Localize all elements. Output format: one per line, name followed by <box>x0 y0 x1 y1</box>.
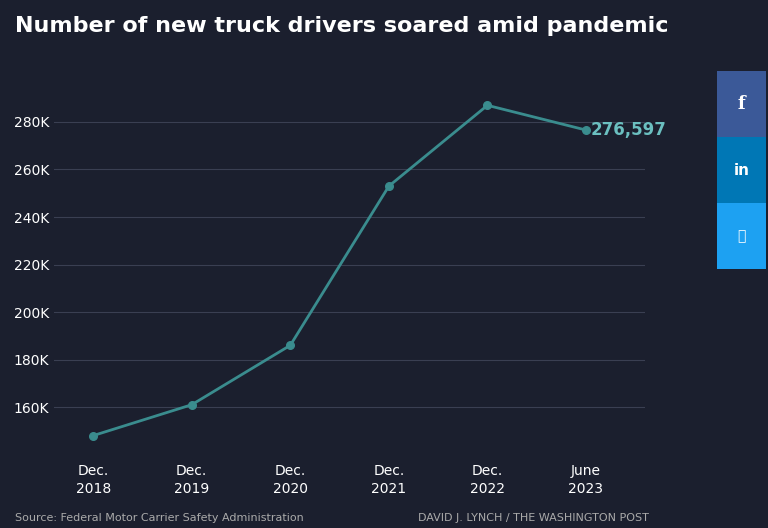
Text: f: f <box>737 95 746 114</box>
Text: DAVID J. LYNCH / THE WASHINGTON POST: DAVID J. LYNCH / THE WASHINGTON POST <box>418 513 649 523</box>
Text: 🐦: 🐦 <box>737 229 746 243</box>
Point <box>186 401 198 409</box>
Point <box>382 182 395 191</box>
Point <box>580 126 592 134</box>
Point <box>87 431 99 440</box>
Point <box>482 101 494 110</box>
Text: in: in <box>733 163 750 178</box>
Text: Number of new truck drivers soared amid pandemic: Number of new truck drivers soared amid … <box>15 16 669 36</box>
Text: Source: Federal Motor Carrier Safety Administration: Source: Federal Motor Carrier Safety Adm… <box>15 513 304 523</box>
Point <box>284 341 296 350</box>
Text: 276,597: 276,597 <box>591 121 667 139</box>
